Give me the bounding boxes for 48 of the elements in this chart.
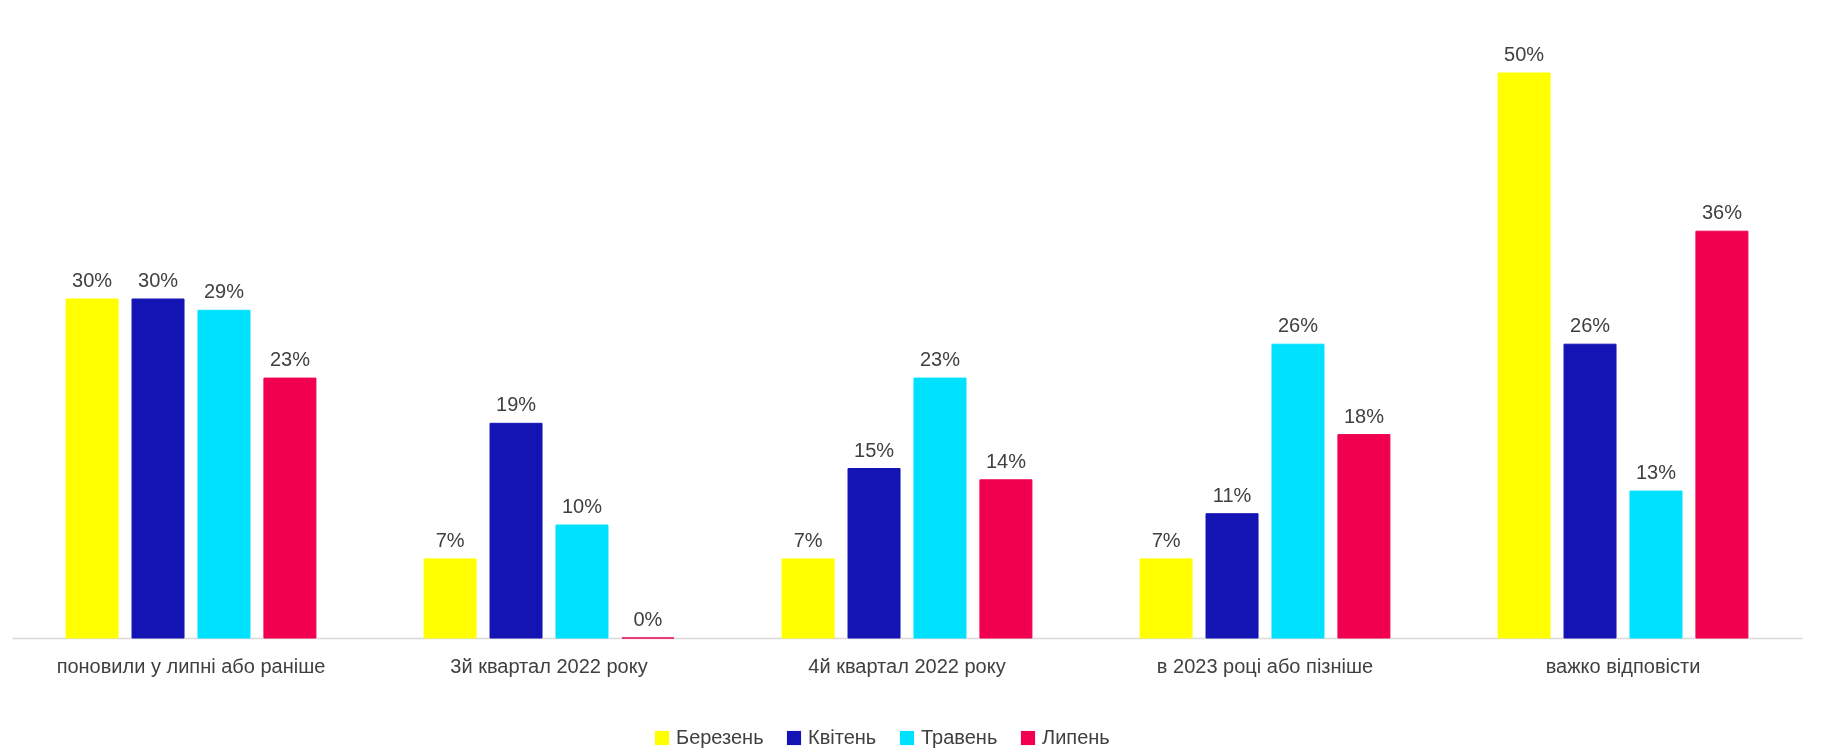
data-label: 14% [985,449,1027,472]
legend-label: Квітень [808,726,877,748]
bar [1563,343,1617,639]
data-label: 13% [1635,461,1677,484]
bar [1139,558,1193,639]
data-label: 7% [793,528,823,551]
bar [913,377,967,639]
data-label: 11% [1212,483,1252,506]
data-label: 29% [203,280,245,303]
bar [263,377,317,639]
bar [781,558,835,639]
bar [1337,434,1391,639]
bar [555,524,609,639]
data-label: 18% [1343,404,1385,427]
data-label: 19% [496,393,537,416]
data-label: 26% [1277,314,1319,337]
data-label: 7% [435,528,465,551]
data-label: 36% [1701,201,1743,224]
data-label: 30% [72,269,113,291]
bar [1497,72,1551,639]
data-label: 10% [561,495,603,517]
data-label: 7% [1151,528,1181,551]
bar [1629,490,1683,639]
x-tick-label: в 2023 році або пізніше [1156,654,1374,677]
bar [1205,513,1259,639]
bar [131,298,185,639]
bar [1695,230,1749,639]
legend-label: Травень [921,726,998,748]
data-label: 0% [633,608,663,630]
data-label: 30% [138,269,179,291]
bar [65,298,119,639]
bar [197,309,251,639]
data-label: 26% [1570,314,1611,337]
bar [979,479,1033,639]
legend-label: Березень [676,726,764,748]
x-tick-label: 4й квартал 2022 року [808,654,1006,677]
data-label: 15% [854,438,895,461]
bar [1271,343,1325,639]
x-tick-label: 3й квартал 2022 року [450,654,648,677]
x-tick-label: поновили у липні або раніше [56,654,326,677]
bar [847,468,901,639]
bar [423,558,477,639]
bar [489,422,543,639]
x-tick-label: важко відповісти [1545,654,1701,677]
legend-label: Липень [1042,726,1110,748]
data-label: 23% [919,348,961,371]
data-label: 50% [1504,43,1545,65]
data-label: 23% [269,348,311,371]
